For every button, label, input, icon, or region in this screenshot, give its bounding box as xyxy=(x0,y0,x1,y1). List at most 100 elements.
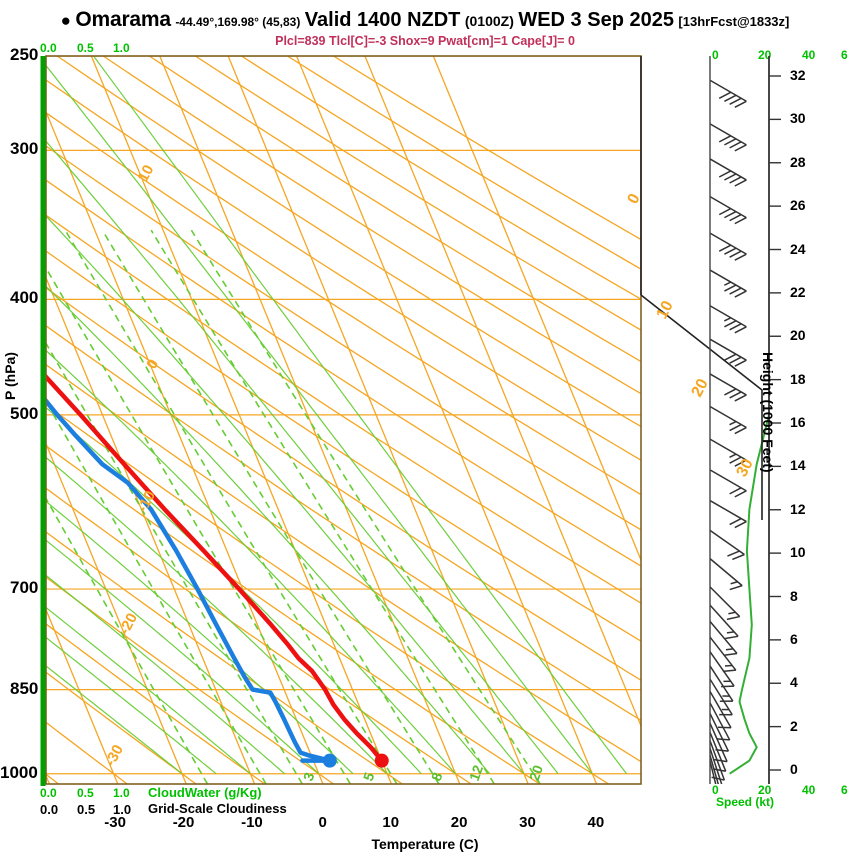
top-cloudwater-scale-0: 0.0 xyxy=(40,41,57,55)
top-speed-tick-3: 6 xyxy=(841,48,848,62)
speed-axis-label: Speed (kt) xyxy=(716,795,775,809)
bottom-speed-tick-1: 20 xyxy=(758,783,772,797)
wind-barb xyxy=(709,755,720,784)
wind-barb xyxy=(709,586,741,621)
wind-barb xyxy=(709,469,747,498)
pressure-tick-850: 850 xyxy=(10,678,39,698)
pressure-tick-500: 500 xyxy=(10,403,39,423)
top-cloudwater-scale-2: 1.0 xyxy=(113,41,130,55)
bottom-cloudwater-scale-1: 0.5 xyxy=(77,786,94,800)
bottom-speed-tick-0: 0 xyxy=(712,783,719,797)
pressure-tick-700: 700 xyxy=(10,578,39,598)
temperature-tick-20: 20 xyxy=(450,814,468,831)
wind-barb xyxy=(709,405,747,435)
bottom-speed-tick-3: 6 xyxy=(841,783,848,797)
mixing-ratio-label-20: 20 xyxy=(526,763,546,783)
temperature-tick-0: 0 xyxy=(318,814,327,831)
station-name: Omarama xyxy=(75,8,171,31)
temperature-tick-40: 40 xyxy=(587,814,605,831)
height-tick-22: 22 xyxy=(790,283,806,300)
pressure-axis-label: P (hPa) xyxy=(2,352,18,400)
wind-barb xyxy=(709,620,738,656)
top-speed-tick-1: 20 xyxy=(758,48,772,62)
top-speed-tick-0: 0 xyxy=(712,48,719,62)
wind-barb xyxy=(709,438,747,467)
wind-barb xyxy=(709,305,747,334)
temperature-tick--10: -10 xyxy=(241,814,263,831)
height-axis-label: Height (1000 Feet) xyxy=(760,352,776,473)
top-cloudwater-scale-1: 0.5 xyxy=(77,41,94,55)
valid-date: WED 3 Sep 2025 xyxy=(518,9,674,31)
bottom-cloudwater-scale-2: 1.0 xyxy=(113,786,130,800)
bottom-cloudiness-scale-0: 0.0 xyxy=(40,802,59,817)
height-tick-24: 24 xyxy=(790,240,806,257)
wind-barb xyxy=(709,691,732,729)
height-tick-30: 30 xyxy=(790,110,806,127)
wind-barb xyxy=(709,665,734,703)
wind-barb xyxy=(709,529,745,561)
isotherm-label-right-30: 30 xyxy=(734,456,757,480)
cloudiness-legend-label: Grid-Scale Cloudiness xyxy=(148,801,287,816)
header-title-bar: ● Omarama -44.49°,169.98° (45,83) Valid … xyxy=(0,8,850,34)
wind-barb xyxy=(709,123,747,152)
wind-barb xyxy=(709,195,747,225)
wind-barb xyxy=(709,748,723,784)
mixing-ratio-label-12: 12 xyxy=(466,763,486,783)
temperature-tick--30: -30 xyxy=(104,814,126,831)
height-tick-0: 0 xyxy=(790,761,798,777)
height-tick-10: 10 xyxy=(790,544,806,561)
wind-barb xyxy=(709,158,747,187)
height-tick-26: 26 xyxy=(790,197,806,214)
height-tick-4: 4 xyxy=(790,674,798,691)
height-tick-12: 12 xyxy=(790,500,806,517)
wind-barb xyxy=(709,651,735,688)
height-tick-28: 28 xyxy=(790,153,806,170)
pressure-tick-1000: 1000 xyxy=(0,762,38,782)
wind-barb xyxy=(709,636,737,673)
station-dot-icon: ● xyxy=(60,11,71,30)
height-tick-8: 8 xyxy=(790,587,798,604)
wind-barb xyxy=(709,338,747,367)
height-tick-6: 6 xyxy=(790,630,798,647)
isotherm-label-right-20: 20 xyxy=(689,376,712,400)
wind-barb xyxy=(709,79,747,108)
top-speed-tick-2: 40 xyxy=(802,48,816,62)
temperature-tick--20: -20 xyxy=(172,814,195,831)
sounding-parameters: Plcl=839 Tlcl[C]=-3 Shox=9 Pwat[cm]=1 Ca… xyxy=(275,34,575,48)
wind-speed-profile xyxy=(729,410,769,775)
dewpoint-trace xyxy=(46,397,333,763)
wind-barb xyxy=(709,760,717,784)
pressure-tick-300: 300 xyxy=(10,139,39,159)
bottom-cloudwater-scale-0: 0.0 xyxy=(40,786,57,800)
wind-barb xyxy=(709,232,747,261)
wind-barb xyxy=(709,678,733,716)
height-tick-32: 32 xyxy=(790,67,806,83)
temperature-tick-10: 10 xyxy=(382,814,400,831)
temperature-axis-label: Temperature (C) xyxy=(371,836,479,852)
surface-temperature xyxy=(374,753,389,768)
height-tick-14: 14 xyxy=(790,457,806,474)
temperature-tick-30: 30 xyxy=(519,814,536,831)
height-tick-16: 16 xyxy=(790,414,806,430)
bottom-cloudiness-scale-2: 1.0 xyxy=(113,802,132,817)
wind-barb xyxy=(709,558,743,591)
height-tick-20: 20 xyxy=(790,327,806,344)
wind-barb xyxy=(709,731,727,772)
bottom-speed-tick-2: 40 xyxy=(802,783,816,797)
isotherm-label-left-10: 10 xyxy=(135,162,158,185)
wind-barb xyxy=(709,373,747,402)
isotherm-label-right-10: 10 xyxy=(654,298,677,322)
cloudwater-legend-label: CloudWater (g/Kg) xyxy=(148,785,262,800)
valid-time: Valid 1400 NZDT xyxy=(304,9,461,31)
pressure-tick-250: 250 xyxy=(10,45,39,64)
wind-barb xyxy=(709,269,747,298)
bottom-cloudiness-scale-1: 0.5 xyxy=(77,802,96,817)
wind-barb xyxy=(709,604,739,640)
height-tick-2: 2 xyxy=(790,717,798,734)
wind-barb xyxy=(709,499,747,529)
temperature-trace xyxy=(46,373,384,763)
forecast-info: [13hrFcst@1833z] xyxy=(678,14,790,29)
station-coordinates: -44.49°,169.98° (45,83) xyxy=(175,15,301,29)
pressure-tick-400: 400 xyxy=(10,288,39,308)
